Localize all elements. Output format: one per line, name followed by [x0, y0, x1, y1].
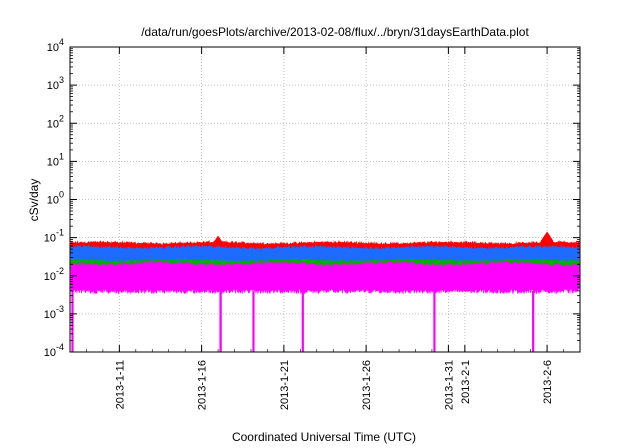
y-tick-label: 10-1: [44, 228, 64, 245]
y-axis-label: cSv/day: [27, 179, 41, 222]
y-tick-label: 10-4: [44, 342, 64, 359]
x-tick-label: 2013-2-1: [460, 360, 472, 404]
y-tick-label: 103: [47, 75, 64, 92]
chart-title: /data/run/goesPlots/archive/2013-02-08/f…: [141, 25, 529, 39]
y-axis: 10-4 10-3 10-2 10-1 100 101 102 103 104: [44, 37, 580, 359]
y-tick-label: 102: [47, 113, 64, 130]
x-tick-label: 2013-1-11: [114, 360, 126, 409]
x-tick-label: 2013-1-26: [361, 360, 373, 410]
x-tick-label: 2013-1-31: [443, 360, 455, 410]
plot-series: [70, 231, 580, 352]
grid: [70, 46, 580, 353]
y-tick-label: 104: [47, 37, 64, 54]
y-tick-label: 10-2: [44, 266, 64, 283]
y-tick-label: 101: [47, 151, 64, 168]
x-axis-label: Coordinated Universal Time (UTC): [232, 430, 416, 444]
y-tick-label: 10-3: [44, 304, 64, 321]
x-axis: 2013-1-11 2013-1-16 2013-1-21 2013-1-26 2013…: [69, 47, 581, 410]
x-tick-label: 2013-2-6: [542, 360, 554, 404]
y-tick-label: 100: [47, 190, 64, 207]
x-tick-label: 2013-1-16: [197, 360, 209, 410]
x-tick-label: 2013-1-21: [279, 360, 291, 410]
series-band-4: [70, 259, 580, 295]
